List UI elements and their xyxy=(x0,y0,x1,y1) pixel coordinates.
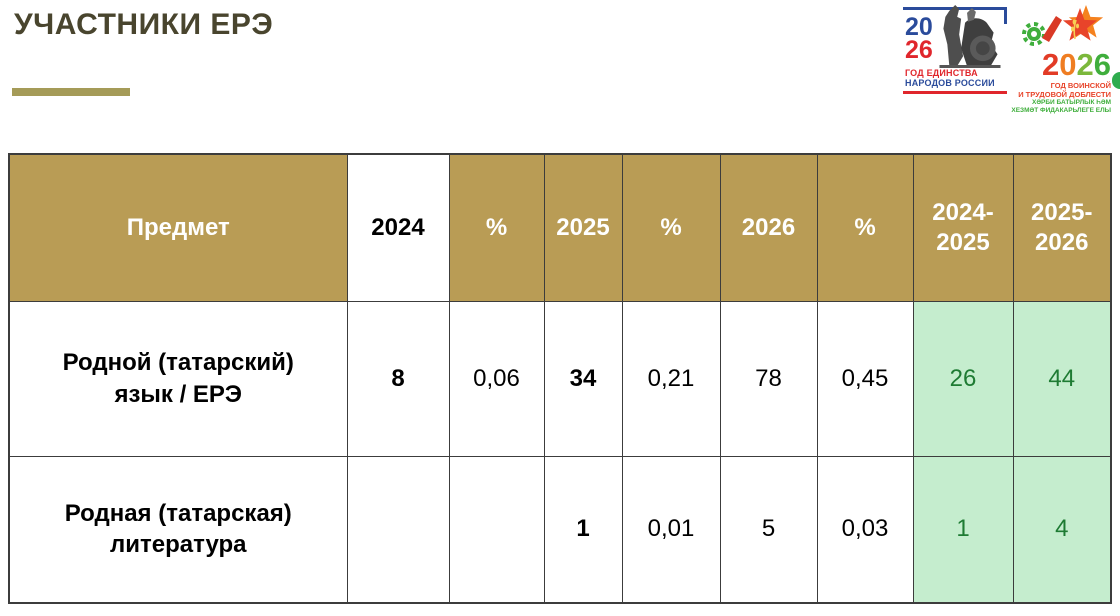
header-percent-2026: % xyxy=(816,153,914,302)
unity-logo-caption-line2: НАРОДОВ РОССИИ xyxy=(905,78,995,88)
header-percent-2024: % xyxy=(448,153,545,302)
value-2026-cell: 78 xyxy=(719,300,818,457)
header-subject: Предмет xyxy=(8,153,348,302)
unity-logo-right-line xyxy=(1004,7,1007,24)
delta-2024-2025-cell: 1 xyxy=(912,455,1014,604)
valor-year-digit: 6 xyxy=(1093,47,1111,82)
valor-caption-line4: ХЕЗМӘТ ФИДАКАРЬЛЕГЕ ЕЛЫ xyxy=(1011,107,1111,115)
monument-image xyxy=(939,5,1001,68)
title-underline-bar xyxy=(12,88,130,96)
percent-2025-cell: 0,21 xyxy=(621,300,721,457)
valor-year-digit: 2 xyxy=(1076,47,1094,82)
valor-logo-caption-tatar: ХӘРБИ БАТЫРЛЫК ҺӘМ ХЕЗМӘТ ФИДАКАРЬЛЕГЕ Е… xyxy=(1011,99,1111,115)
header-2026: 2026 xyxy=(719,153,818,302)
unity-2026-logo: 20 26 ГОД ЕДИНСТВА НАРОДОВ РОССИИ xyxy=(903,5,1007,97)
header-2024: 2024 xyxy=(346,153,450,302)
delta-2025-2026-cell: 44 xyxy=(1012,300,1112,457)
percent-2024-cell xyxy=(448,455,545,604)
valor-caption-line2: И ТРУДОВОЙ ДОБЛЕСТИ xyxy=(1018,90,1111,99)
unity-year-26: 26 xyxy=(905,36,933,64)
valor-2026-logo: 2026 ГОД ВОИНСКОЙ И ТРУДОВОЙ ДОБЛЕСТИ ХӘ… xyxy=(1011,4,1111,114)
value-2024-cell: 8 xyxy=(346,300,450,457)
table-row: Родная (татарская) литература 1 0,01 5 0… xyxy=(8,455,1112,604)
delta-2024-2025-cell: 26 xyxy=(912,300,1014,457)
clipped-logo-fragment xyxy=(1112,72,1120,89)
unity-logo-year: 20 26 xyxy=(905,13,933,64)
valor-year-digit: 0 xyxy=(1059,47,1077,82)
delta-2025-2026-cell: 4 xyxy=(1012,455,1112,604)
percent-2026-cell: 0,03 xyxy=(816,455,914,604)
table-row: Родной (татарский) язык / ЕРЭ 8 0,06 34 … xyxy=(8,300,1112,457)
unity-logo-caption-line1: ГОД ЕДИНСТВА xyxy=(905,68,978,78)
header-delta-2025-2026: 2025-2026 xyxy=(1012,153,1112,302)
value-2024-cell xyxy=(346,455,450,604)
valor-caption-line1: ГОД ВОИНСКОЙ xyxy=(1050,81,1111,90)
valor-logo-caption-ru: ГОД ВОИНСКОЙ И ТРУДОВОЙ ДОБЛЕСТИ xyxy=(1018,81,1111,99)
participants-table: Предмет 2024 % 2025 % 2026 % 2024-2025 2… xyxy=(8,153,1112,604)
value-2025-cell: 1 xyxy=(543,455,623,604)
subject-cell: Родная (татарская) литература xyxy=(8,455,348,604)
table-header-row: Предмет 2024 % 2025 % 2026 % 2024-2025 2… xyxy=(8,153,1112,302)
percent-2025-cell: 0,01 xyxy=(621,455,721,604)
header-percent-2025: % xyxy=(621,153,721,302)
subject-cell: Родной (татарский) язык / ЕРЭ xyxy=(8,300,348,457)
unity-year-20: 20 xyxy=(905,13,933,41)
header-2025: 2025 xyxy=(543,153,623,302)
percent-2024-cell: 0,06 xyxy=(448,300,545,457)
star-gear-wheat-icon xyxy=(1022,5,1104,46)
percent-2026-cell: 0,45 xyxy=(816,300,914,457)
valor-logo-year: 2026 xyxy=(1042,49,1111,80)
valor-year-digit: 2 xyxy=(1042,47,1060,82)
page-title: УЧАСТНИКИ ЕРЭ xyxy=(14,8,274,41)
header-delta-2024-2025: 2024-2025 xyxy=(912,153,1014,302)
valor-caption-line3: ХӘРБИ БАТЫРЛЫК ҺӘМ xyxy=(1032,99,1111,106)
value-2026-cell: 5 xyxy=(719,455,818,604)
unity-logo-bottom-line xyxy=(903,91,1007,94)
value-2025-cell: 34 xyxy=(543,300,623,457)
